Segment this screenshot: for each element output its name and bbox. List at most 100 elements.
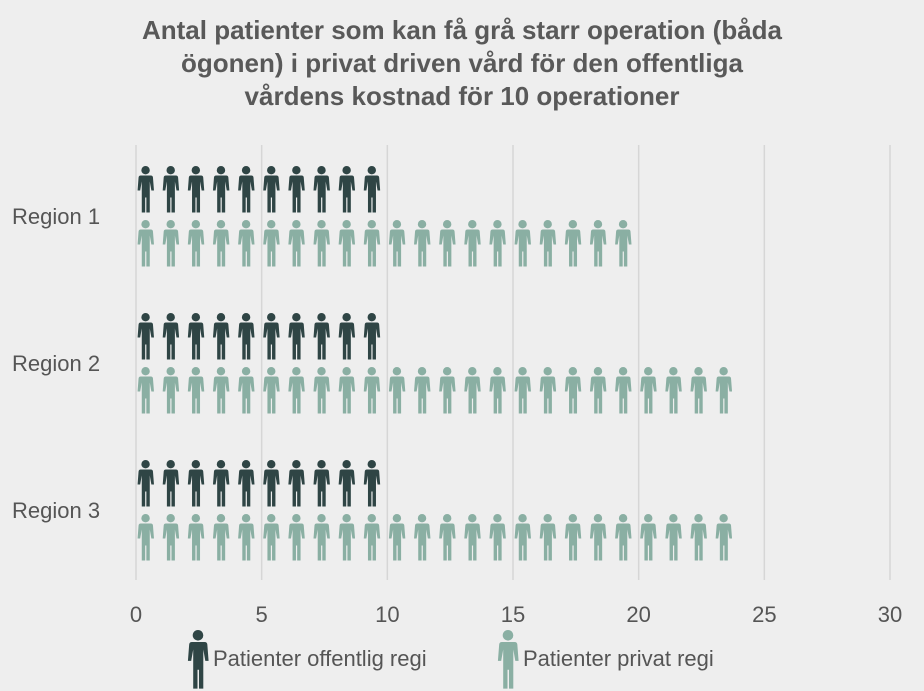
- x-tick-label: 0: [130, 602, 142, 627]
- person-icon: [489, 220, 506, 267]
- x-axis-tick-labels: 0 5 10 15 20 25 30: [130, 602, 902, 627]
- person-icon: [212, 514, 230, 561]
- person-icon: [187, 313, 205, 360]
- person-icon: [338, 166, 356, 213]
- category-labels: Region 1 Region 2 Region 3: [12, 204, 100, 523]
- category-label: Region 1: [12, 204, 100, 229]
- person-icon: [238, 313, 255, 360]
- person-icon: [514, 220, 531, 267]
- person-icon: [162, 166, 180, 213]
- person-icon: [313, 166, 330, 213]
- legend-label-offentlig: Patienter offentlig regi: [213, 646, 427, 671]
- category-label: Region 3: [12, 498, 100, 523]
- person-icon: [439, 220, 456, 267]
- person-icon: [640, 514, 657, 561]
- pictogram-marks: [137, 166, 733, 561]
- person-icon: [497, 630, 519, 689]
- person-icon: [137, 313, 154, 360]
- person-icon: [615, 367, 632, 414]
- person-icon: [363, 367, 381, 414]
- person-icon: [539, 220, 557, 267]
- grid-lines: [135, 145, 891, 580]
- person-icon: [615, 220, 632, 267]
- person-icon: [439, 514, 456, 561]
- person-icon: [288, 166, 305, 213]
- person-icon: [388, 220, 406, 267]
- person-icon: [464, 220, 481, 267]
- person-icon: [187, 367, 205, 414]
- person-icon: [640, 367, 657, 414]
- person-icon: [212, 460, 230, 507]
- person-icon: [489, 367, 506, 414]
- person-icon: [162, 313, 180, 360]
- person-icon: [238, 220, 255, 267]
- person-icon: [414, 220, 431, 267]
- person-icon: [338, 220, 356, 267]
- person-icon: [363, 460, 381, 507]
- person-icon: [313, 367, 330, 414]
- person-icon: [363, 166, 381, 213]
- person-icon: [338, 460, 356, 507]
- person-icon: [162, 514, 180, 561]
- person-icon: [690, 514, 707, 561]
- legend-item-privat[interactable]: Patienter privat regi: [493, 628, 714, 690]
- person-icon: [564, 367, 582, 414]
- person-icon: [162, 460, 180, 507]
- person-icon: [414, 514, 431, 561]
- person-icon: [514, 514, 531, 561]
- person-icon: [665, 514, 682, 561]
- person-icon: [137, 166, 154, 213]
- person-icon: [263, 220, 280, 267]
- person-icon: [238, 166, 255, 213]
- person-icon: [665, 367, 682, 414]
- person-icon: [187, 630, 209, 689]
- person-icon: [363, 313, 381, 360]
- person-icon: [489, 514, 506, 561]
- legend-item-offentlig[interactable]: Patienter offentlig regi: [183, 628, 427, 690]
- person-icon: [514, 367, 531, 414]
- x-tick-label: 10: [375, 602, 399, 627]
- person-icon: [263, 313, 280, 360]
- legend-person-icon-privat: [497, 630, 519, 689]
- person-icon: [212, 220, 230, 267]
- legend-label-privat: Patienter privat regi: [523, 646, 714, 671]
- person-icon: [288, 220, 305, 267]
- person-icon: [288, 367, 305, 414]
- person-icon: [238, 460, 255, 507]
- person-icon: [137, 220, 154, 267]
- x-tick-label: 5: [256, 602, 268, 627]
- person-icon: [338, 367, 356, 414]
- person-icon: [162, 220, 180, 267]
- person-icon: [288, 514, 305, 561]
- person-icon: [263, 514, 280, 561]
- person-icon: [338, 514, 356, 561]
- person-icon: [715, 514, 733, 561]
- person-icon: [388, 367, 406, 414]
- x-tick-label: 25: [752, 602, 776, 627]
- person-icon: [539, 514, 557, 561]
- person-icon: [187, 460, 205, 507]
- person-icon: [238, 514, 255, 561]
- person-icon: [238, 367, 255, 414]
- person-icon: [313, 460, 330, 507]
- person-icon: [187, 220, 205, 267]
- chart-title: Antal patienter som kan få grå starr ope…: [141, 15, 783, 111]
- person-icon: [564, 514, 582, 561]
- person-icon: [137, 514, 154, 561]
- person-icon: [288, 313, 305, 360]
- person-icon: [187, 514, 205, 561]
- person-icon: [313, 514, 330, 561]
- person-icon: [313, 220, 330, 267]
- person-icon: [137, 367, 154, 414]
- person-icon: [589, 367, 607, 414]
- person-icon: [615, 514, 632, 561]
- person-icon: [263, 166, 280, 213]
- person-icon: [690, 367, 707, 414]
- person-icon: [263, 367, 280, 414]
- person-icon: [539, 367, 557, 414]
- person-icon: [162, 367, 180, 414]
- person-icon: [464, 367, 481, 414]
- person-icon: [363, 514, 381, 561]
- category-label: Region 2: [12, 351, 100, 376]
